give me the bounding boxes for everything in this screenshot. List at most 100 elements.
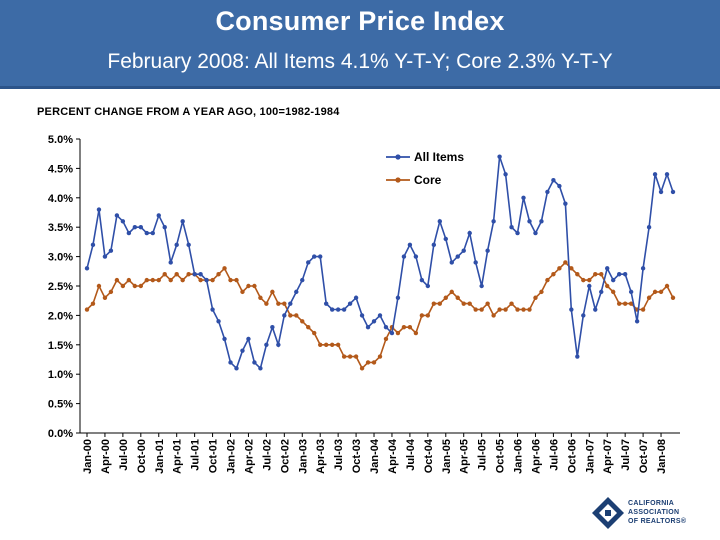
y-tick-label: 1.0% <box>48 369 73 381</box>
x-tick-label: Apr-01 <box>172 439 184 474</box>
data-point <box>622 272 628 277</box>
data-point <box>533 295 538 300</box>
data-point <box>186 242 191 248</box>
data-point <box>96 283 102 289</box>
data-point <box>431 301 437 306</box>
chart-title: PERCENT CHANGE FROM A YEAR AGO, 100=1982… <box>37 106 340 118</box>
data-point <box>395 330 401 336</box>
data-point <box>437 219 442 224</box>
data-point <box>347 301 353 306</box>
x-tick-label: Oct-04 <box>423 438 435 473</box>
data-point <box>449 289 454 295</box>
x-tick-label: Jan-07 <box>584 439 596 474</box>
logo-text: CALIFORNIA ASSOCIATION OF REALTORS® <box>628 499 686 526</box>
data-point <box>587 277 592 283</box>
data-point <box>294 289 299 295</box>
data-point <box>407 324 413 330</box>
x-tick-label: Apr-07 <box>602 439 614 474</box>
data-point <box>563 260 568 265</box>
data-point <box>329 307 335 312</box>
data-point <box>664 283 670 289</box>
data-point <box>377 313 383 318</box>
data-point <box>90 242 96 248</box>
data-point <box>312 330 317 336</box>
x-tick-label: Jan-01 <box>154 439 166 474</box>
data-point <box>150 230 155 236</box>
data-point <box>473 260 478 265</box>
y-tick-label: 5.0% <box>48 134 73 146</box>
data-point <box>192 272 197 277</box>
data-point <box>353 295 359 300</box>
series-layer <box>84 154 676 371</box>
data-point <box>174 242 179 248</box>
data-point <box>144 277 149 283</box>
logo-mark-icon <box>592 497 624 529</box>
x-tick-label: Jul-00 <box>118 439 130 471</box>
data-point <box>575 272 580 277</box>
x-tick-label: Jul-02 <box>261 439 273 471</box>
data-point <box>276 342 281 347</box>
y-tick-label: 3.5% <box>48 222 73 234</box>
legend-label: Core <box>414 173 442 187</box>
x-axis: Jan-00 Apr-00 Jul-00 Oct-00 Jan-01 Apr-01 Jul-… <box>82 433 668 474</box>
data-point <box>545 277 550 283</box>
data-point <box>479 307 484 312</box>
data-point <box>270 289 275 295</box>
x-tick-label: Oct-00 <box>136 439 148 473</box>
data-point <box>557 266 562 271</box>
x-tick-label: Jan-04 <box>369 438 381 474</box>
data-point <box>180 277 185 283</box>
data-point <box>449 260 454 265</box>
legend: All Items Core <box>386 150 464 187</box>
data-point <box>616 272 622 277</box>
x-tick-label: Jan-03 <box>297 439 309 474</box>
data-point <box>150 277 155 283</box>
data-point <box>575 354 580 359</box>
data-point <box>473 307 478 312</box>
data-point <box>341 354 347 359</box>
data-point <box>258 295 263 300</box>
data-point <box>264 301 269 306</box>
data-point <box>622 301 628 306</box>
data-point <box>335 307 341 312</box>
data-point <box>162 272 167 277</box>
data-point <box>551 177 556 183</box>
data-point <box>455 295 460 300</box>
data-point <box>294 313 299 318</box>
data-point <box>419 277 425 283</box>
data-point <box>329 342 335 347</box>
x-tick-label: Jul-05 <box>477 439 489 471</box>
data-point <box>431 242 437 248</box>
data-point <box>569 266 574 271</box>
x-tick-label: Jul-06 <box>548 439 560 471</box>
y-tick-label: 0.5% <box>48 399 73 411</box>
data-point <box>593 307 598 312</box>
data-point <box>419 313 425 318</box>
data-point <box>306 324 311 330</box>
legend-swatch-marker <box>395 154 401 160</box>
data-point <box>108 248 114 253</box>
data-point <box>126 277 132 283</box>
data-point <box>527 307 532 312</box>
data-point <box>246 283 251 289</box>
data-point <box>359 313 365 318</box>
data-point <box>258 366 263 371</box>
data-point <box>252 283 257 289</box>
data-point <box>658 289 664 295</box>
data-point <box>132 283 138 289</box>
data-point <box>114 213 120 218</box>
series-all-items <box>84 154 676 371</box>
data-point <box>515 307 520 312</box>
data-point <box>216 319 221 324</box>
data-point <box>210 307 215 312</box>
data-point <box>491 313 496 318</box>
x-tick-label: Oct-05 <box>495 439 507 473</box>
x-tick-label: Jan-02 <box>226 439 238 474</box>
data-point <box>533 230 538 236</box>
car-logo: CALIFORNIA ASSOCIATION OF REALTORS® <box>588 493 713 537</box>
data-point <box>353 354 359 359</box>
data-point <box>240 348 245 353</box>
data-point <box>288 301 293 306</box>
data-point <box>282 313 287 318</box>
data-point <box>593 272 598 277</box>
